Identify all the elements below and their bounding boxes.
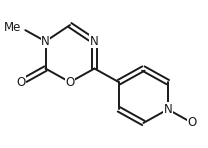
Text: N: N [90,35,99,48]
Text: N: N [41,35,50,48]
Text: O: O [16,76,26,89]
Text: O: O [65,76,75,89]
Text: N: N [163,103,172,116]
Text: O: O [188,116,197,130]
Text: Me: Me [4,21,21,34]
